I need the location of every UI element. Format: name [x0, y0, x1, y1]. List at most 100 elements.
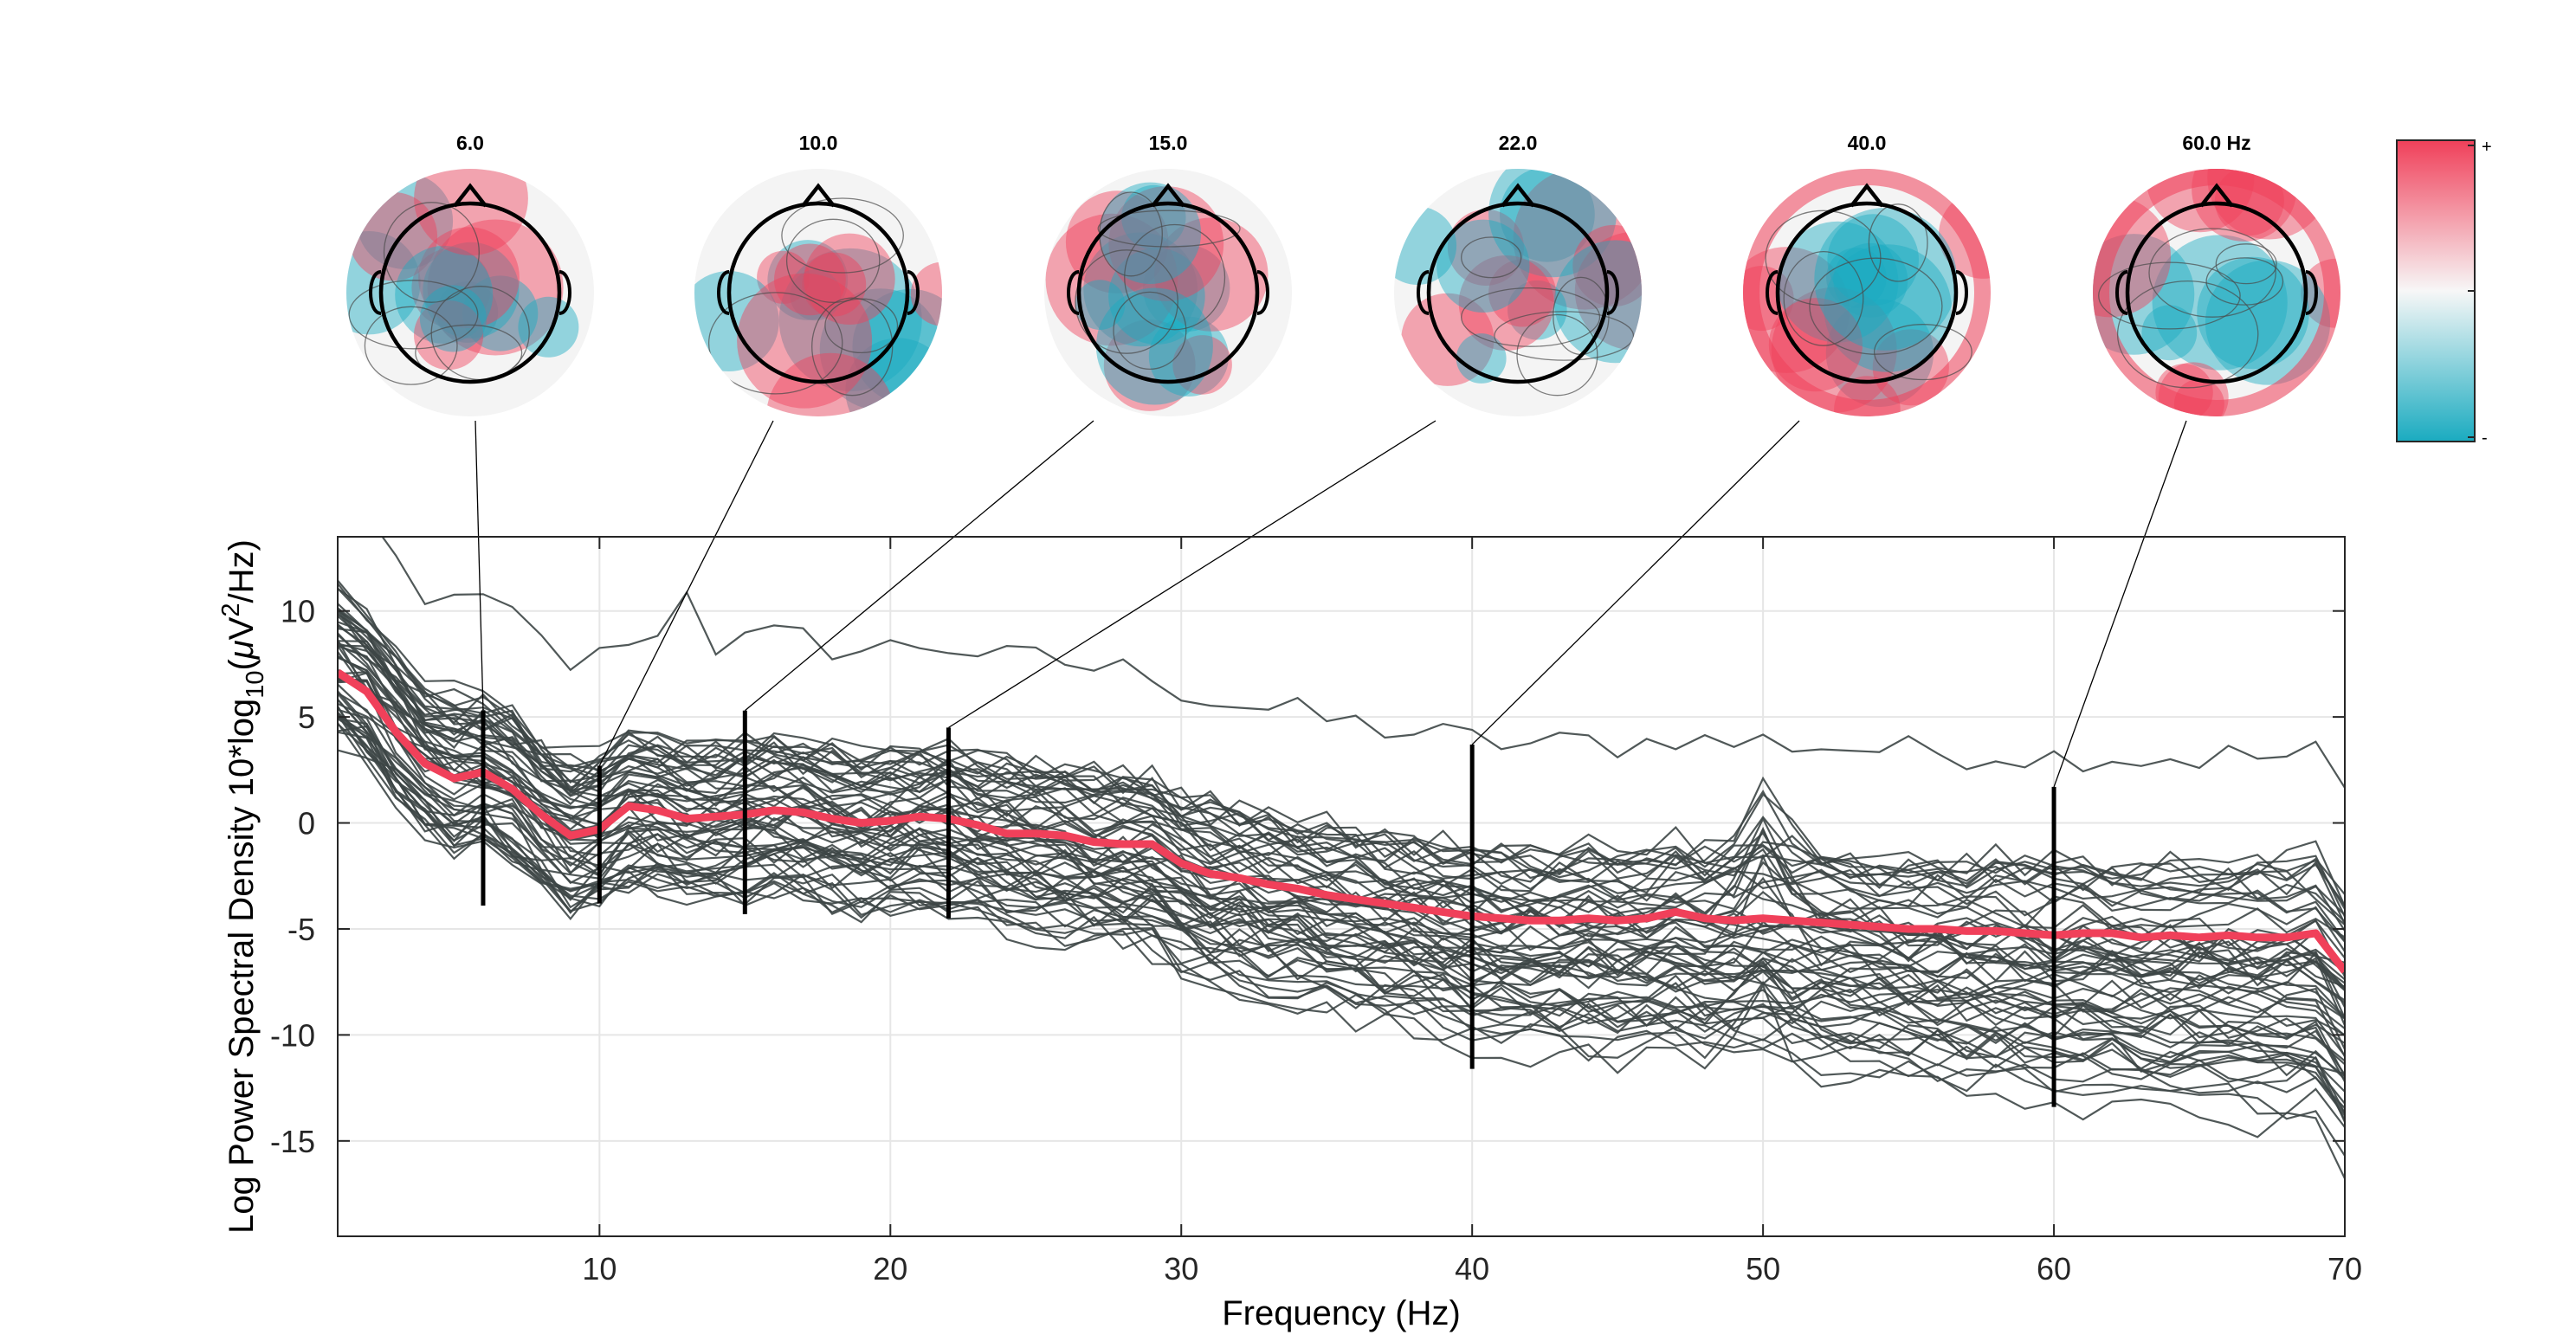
- topoplot-activity-blob: [1458, 255, 1554, 351]
- y-axis-label: Log Power Spectral Density 10*log10(μV2/…: [217, 539, 269, 1234]
- channel-spectrum-line: [338, 677, 2345, 991]
- topoplot-contour: [781, 197, 904, 274]
- topoplot-contour: [2148, 228, 2276, 318]
- y-tick-label: -15: [270, 1124, 315, 1159]
- topoplot-activity-blob: [765, 352, 895, 416]
- topoplot-activity-blob: [1456, 333, 1507, 384]
- topoplot-activity-blob: [2192, 169, 2297, 242]
- left-ear: [717, 270, 730, 315]
- topoplot-activity-blob: [737, 273, 873, 409]
- topoplot-activity-blob: [1508, 280, 1567, 340]
- right-ear: [1256, 270, 1269, 315]
- topoplot-activity-blob: [1099, 182, 1202, 284]
- nose: [1151, 183, 1185, 208]
- channel-spectrum-line: [338, 712, 2345, 1078]
- topoplot-activity-blob: [1777, 221, 1899, 343]
- head-outline: [2125, 201, 2308, 384]
- topoplot-activity-blob: [1065, 190, 1169, 293]
- topoplot-activity-blob: [1827, 214, 1919, 306]
- topoplot-contour: [811, 297, 894, 397]
- channel-spectrum-line: [338, 749, 2345, 1080]
- topoplot-contour: [1868, 203, 1928, 282]
- x-tick-labels: 10 20 30 40 50 60 70: [582, 537, 2362, 1287]
- channel-spectrum-line: [338, 723, 2345, 1114]
- channel-spectrum-line: [338, 708, 2345, 1037]
- axes-box: [337, 536, 2346, 1237]
- channel-spectrum-line: [338, 668, 2345, 938]
- topoplot-activity-blob: [1095, 287, 1213, 405]
- channel-spectrum-line: [338, 717, 2345, 1179]
- right-ear: [1606, 270, 1619, 315]
- topoplot-activity-blob: [1103, 319, 1196, 411]
- topoplot-connector-line: [475, 420, 484, 711]
- topoplot-title: 10.0: [799, 132, 838, 154]
- topoplot-activity-blob: [1401, 293, 1495, 386]
- topoplot-activity-blob: [1075, 280, 1126, 330]
- topoplot-contour: [824, 298, 899, 354]
- topoplot-activity-blob: [1814, 208, 1958, 351]
- topoplot-activity-blob: [1488, 259, 1557, 327]
- topoplot: 60.0 Hz: [2093, 132, 2340, 416]
- left-ear: [369, 270, 382, 315]
- topoplot-activity-blob: [2152, 235, 2288, 371]
- topoplot-activity-blob: [1108, 248, 1205, 345]
- y-tick-label: -5: [287, 912, 315, 947]
- head-outline: [378, 201, 562, 384]
- y-tick-label: 10: [281, 594, 315, 629]
- topoplot-activity-blob: [757, 250, 810, 304]
- colorbar: [2396, 139, 2476, 442]
- topoplot-contour: [1461, 287, 1601, 347]
- nose: [801, 183, 836, 208]
- right-ear: [2305, 270, 2318, 315]
- nose: [2199, 183, 2234, 208]
- topoplot-contour: [348, 280, 479, 350]
- topoplot-contour: [2205, 257, 2284, 306]
- topoplot-activity-blob: [1108, 186, 1224, 301]
- topoplot-connector-line: [1471, 420, 1800, 745]
- channel-spectrum-line: [338, 639, 2345, 1058]
- x-tick-label: 20: [873, 1251, 907, 1287]
- topoplot-title: 60.0 Hz: [2182, 132, 2250, 154]
- channel-spectrum-line: [338, 683, 2345, 1029]
- topoplot: 10.0: [694, 132, 942, 416]
- left-ear: [1766, 270, 1779, 315]
- topoplot-title: 22.0: [1499, 132, 1538, 154]
- channel-spectrum-line: [338, 644, 2345, 910]
- topoplot-contour: [1783, 250, 1864, 346]
- channel-spectrum-line: [338, 640, 2345, 932]
- left-ear: [1417, 270, 1430, 315]
- topoplot-connector-line: [948, 420, 1436, 728]
- topoplot-activity-blob: [778, 248, 922, 391]
- topoplot-connector-line: [744, 420, 1094, 712]
- channel-spectrum-line: [338, 702, 2345, 1093]
- topoplot-activity-blob: [1083, 232, 1198, 347]
- head-outline: [726, 201, 910, 384]
- topoplot-activity-blob: [427, 219, 564, 356]
- x-tick-label: 40: [1455, 1251, 1489, 1287]
- topoplot-activity-blob: [414, 169, 528, 256]
- y-tick-label: 0: [298, 806, 315, 842]
- topoplot-contour: [707, 292, 843, 395]
- topoplot-activity-blob: [804, 233, 895, 325]
- topoplot-connector-line: [598, 420, 774, 766]
- channel-spectrum-line: [338, 607, 2345, 907]
- topoplot-contour: [1097, 210, 1241, 248]
- topoplot-activity-blob: [1148, 316, 1229, 397]
- channel-spectrum-line: [338, 634, 2345, 1004]
- right-ear: [907, 270, 920, 315]
- head-outline: [1076, 201, 1260, 384]
- y-tick-labels: -15 -10 -5 0 5 10: [270, 594, 2345, 1159]
- right-ear: [1955, 270, 1968, 315]
- topoplot-activity-blob: [1121, 184, 1186, 250]
- topoplots: 6.0 10.0 15.0 22.0 40.0 60.0 Hz: [346, 132, 2340, 416]
- topoplot-activity-blob: [2205, 260, 2331, 385]
- topoplot-contour: [1075, 249, 1178, 354]
- topoplot-connectors: [475, 420, 2187, 788]
- topoplot-contour: [2116, 280, 2259, 389]
- channel-spectrum-line: [338, 609, 2345, 977]
- y-tick-label: -10: [270, 1017, 315, 1053]
- topoplot-activity-blob: [2141, 305, 2198, 361]
- topoplot-contour: [1809, 257, 1943, 355]
- topoplot-contour: [1494, 311, 1635, 361]
